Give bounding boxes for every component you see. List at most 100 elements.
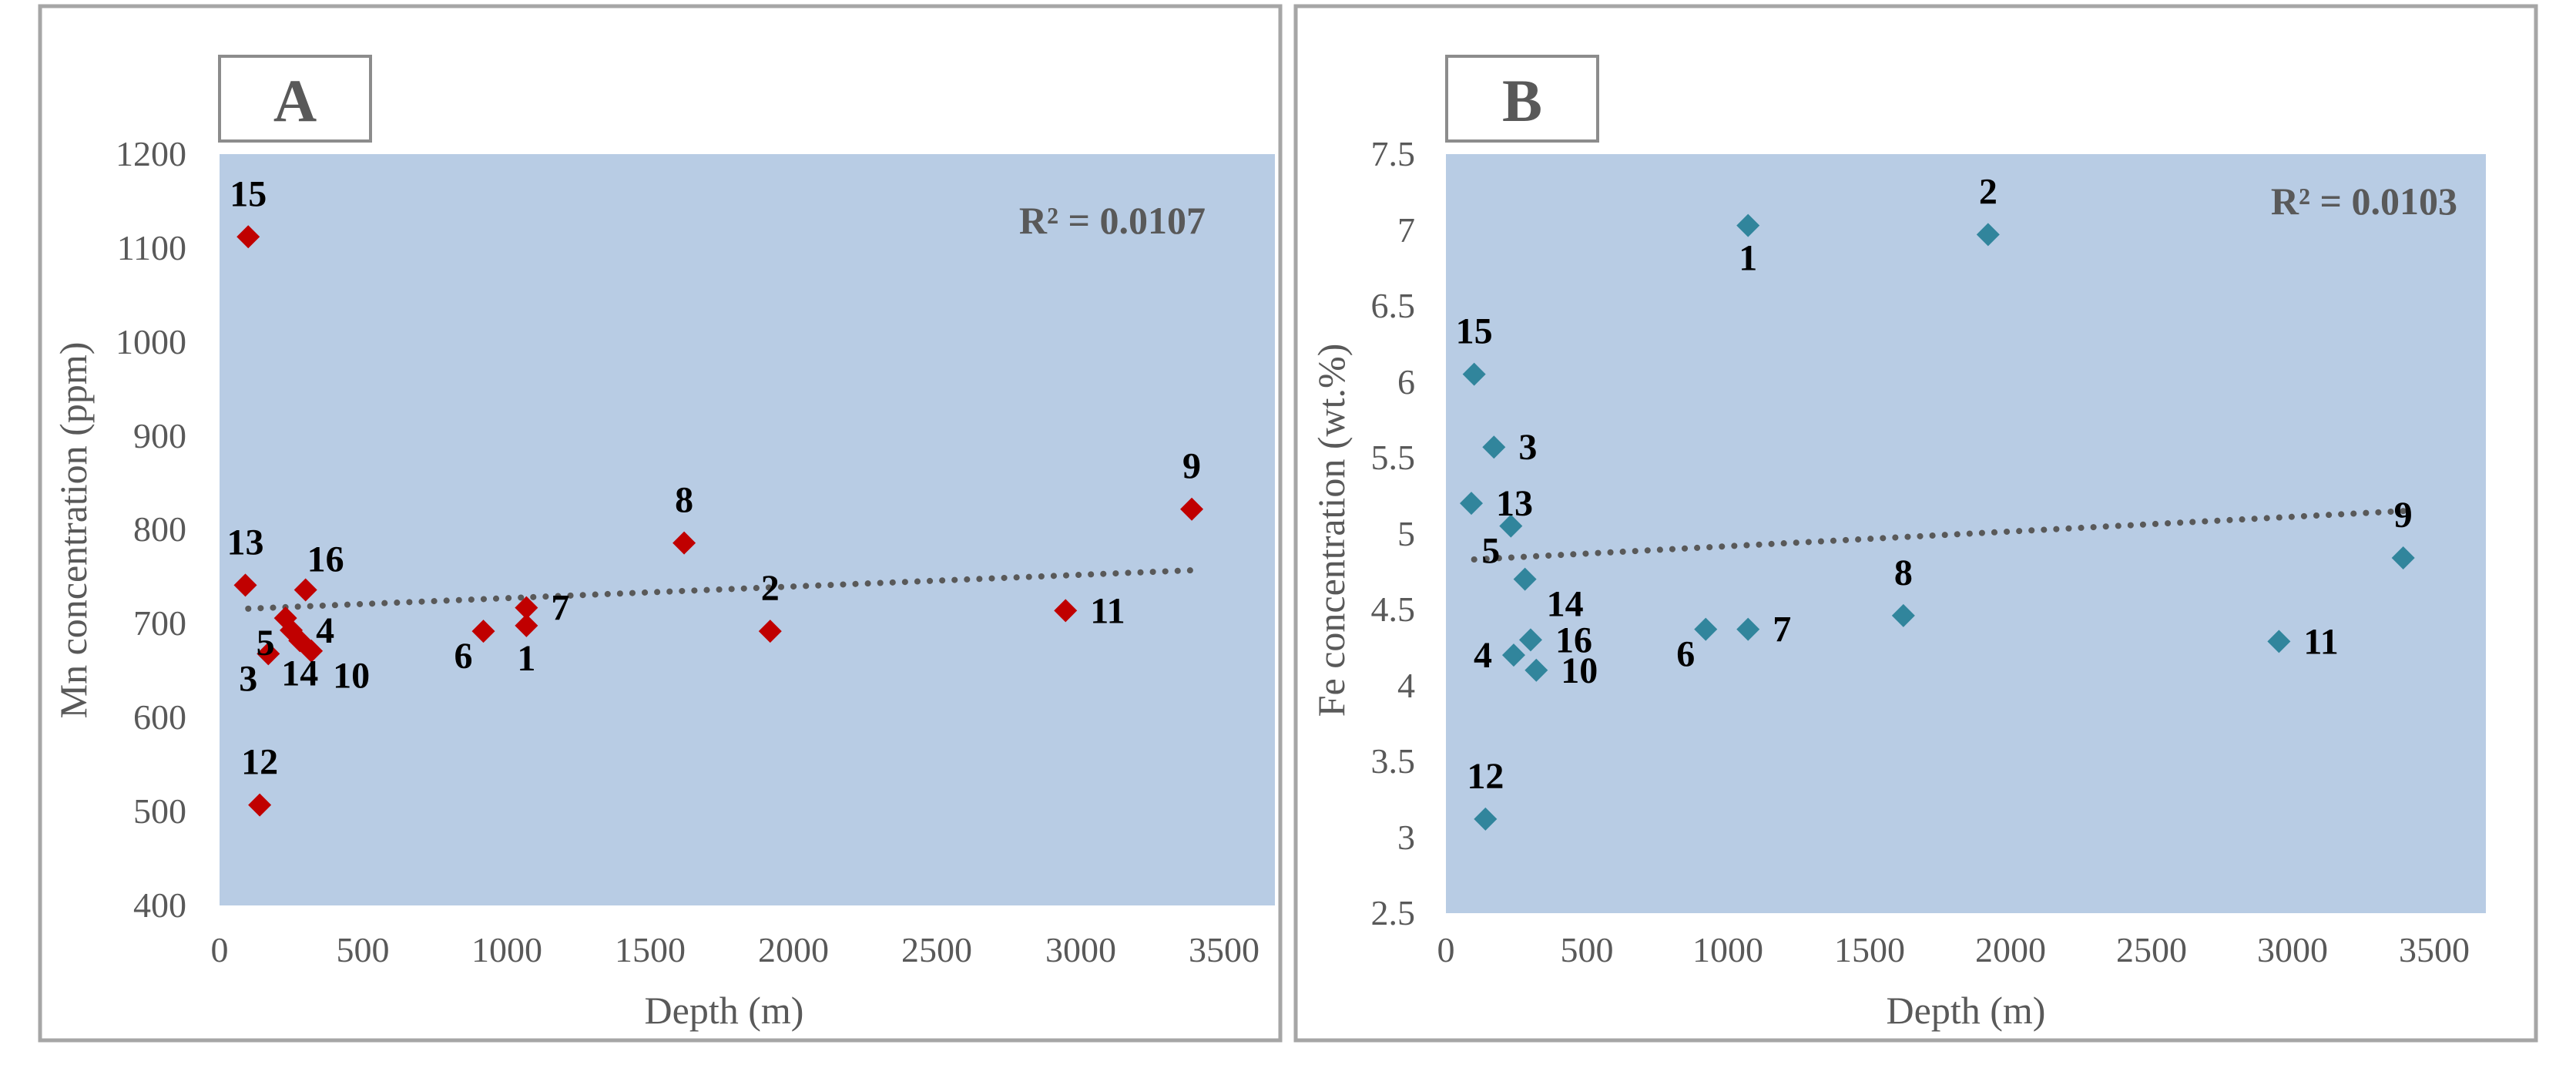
y-tick-label: 500: [133, 791, 186, 831]
y-tick-label: 400: [133, 885, 186, 925]
data-point-label: 2: [761, 568, 780, 609]
data-point-8: [673, 531, 696, 555]
x-tick-label: 3000: [1045, 930, 1116, 969]
data-point-label: 9: [2394, 495, 2413, 536]
y-tick-label: 2.5: [1371, 893, 1416, 932]
x-tick-label: 3500: [2399, 930, 2470, 969]
y-tick-label: 1100: [117, 228, 186, 267]
y-tick-label: 6.5: [1371, 286, 1416, 325]
data-point-14: [1513, 567, 1537, 591]
data-point-16: [1518, 628, 1542, 652]
x-tick-label: 0: [211, 930, 229, 969]
x-tick-label: 2500: [901, 930, 972, 969]
data-point-1: [515, 613, 538, 637]
data-point-label: 8: [1894, 553, 1913, 593]
data-point-12: [248, 793, 272, 817]
x-tick-label: 2000: [758, 930, 829, 969]
data-point-label: 14: [281, 653, 318, 694]
data-point-label: 7: [551, 588, 569, 629]
panel-b: B R² = 0.0103 Depth (m) Fe concentration…: [1293, 4, 2538, 1043]
x-tick-label: 1000: [471, 930, 542, 969]
y-tick-label: 5.5: [1371, 438, 1416, 477]
y-tick-label: 4.5: [1371, 590, 1416, 629]
data-point-2: [758, 620, 782, 643]
data-point-label: 1: [1739, 238, 1757, 279]
x-tick-label: 2000: [1975, 930, 2046, 969]
data-point-label: 3: [1518, 427, 1537, 468]
data-point-label: 16: [307, 539, 344, 580]
data-point-label: 11: [2303, 621, 2338, 662]
panel-a: A R² = 0.0107 Depth (m) Mn concentration…: [38, 4, 1283, 1043]
y-tick-label: 3.5: [1371, 741, 1416, 781]
data-point-label: 6: [1676, 634, 1695, 675]
panel-b-y-ticks: 2.5 3 3.5 4 4.5 5 5.5 6 6.5 7 7.5: [1371, 134, 1416, 932]
panel-a-y-ticks: 400 500 600 700 800 900 1000 1100 1200: [116, 134, 186, 925]
data-point-6: [1694, 617, 1718, 641]
data-point-label: 15: [230, 173, 267, 214]
data-point-4: [1501, 643, 1525, 667]
data-point-3: [257, 642, 280, 666]
y-tick-label: 1000: [116, 322, 186, 361]
panel-b-plot-area: [1446, 154, 2486, 913]
data-point-label: 7: [1773, 610, 1791, 650]
panel-a-letter: A: [273, 67, 317, 134]
data-point-label: 16: [1555, 620, 1592, 660]
x-tick-label: 0: [1437, 930, 1455, 969]
data-point-label: 4: [1474, 635, 1492, 676]
data-point-label: 10: [1561, 650, 1598, 691]
x-tick-label: 1500: [615, 930, 686, 969]
y-tick-label: 7.5: [1371, 134, 1416, 173]
panel-a-markers: [233, 225, 1204, 817]
y-tick-label: 7: [1397, 210, 1415, 250]
panel-a-point-labels: 15 13 16 5 4 3 14 10 12 6 71 8 2 11 9: [227, 173, 1202, 782]
data-point-11: [2267, 630, 2291, 653]
data-point-15: [236, 225, 260, 249]
data-point-label: 6: [454, 636, 473, 677]
data-point-label: 15: [1456, 311, 1493, 352]
data-point-label: 13: [227, 522, 264, 563]
data-point-5: [1499, 514, 1523, 538]
data-point-9: [1180, 497, 1204, 521]
panel-b-x-axis-title: Depth (m): [1887, 989, 2046, 1032]
y-tick-label: 800: [133, 509, 186, 549]
data-point-label: 12: [1467, 756, 1504, 797]
data-point-label: 5: [1481, 531, 1500, 572]
y-tick-label: 1200: [116, 134, 186, 173]
y-tick-label: 3: [1397, 818, 1415, 857]
x-tick-label: 3000: [2257, 930, 2328, 969]
data-point-2: [1976, 223, 2000, 247]
x-tick-label: 2500: [2116, 930, 2187, 969]
y-tick-label: 700: [133, 603, 186, 643]
y-tick-label: 900: [133, 416, 186, 455]
panel-a-r-squared: R² = 0.0107: [1019, 199, 1206, 242]
y-tick-label: 6: [1397, 362, 1415, 401]
panel-b-r-squared: R² = 0.0103: [2271, 180, 2457, 223]
data-point-label: 12: [241, 742, 278, 783]
data-point-7: [1736, 617, 1760, 641]
y-tick-label: 4: [1397, 666, 1415, 705]
x-tick-label: 3500: [1189, 930, 1259, 969]
x-tick-label: 1000: [1692, 930, 1763, 969]
y-tick-label: 600: [133, 697, 186, 737]
data-point-label: 13: [1496, 483, 1533, 524]
data-point-12: [1474, 807, 1498, 831]
data-point-1: [1736, 213, 1760, 237]
panel-a-letter-box: [218, 55, 372, 143]
data-point-11: [1054, 599, 1078, 623]
data-point-label: 4: [316, 610, 334, 651]
x-tick-label: 500: [337, 930, 390, 969]
data-point-3: [1482, 435, 1506, 459]
data-point-label: 9: [1182, 446, 1201, 487]
data-point-13: [233, 573, 257, 597]
y-tick-label: 5: [1397, 514, 1415, 553]
data-point-label: 14: [1547, 584, 1584, 625]
data-point-label: 10: [333, 656, 370, 697]
panel-b-letter-box: [1445, 55, 1599, 143]
panel-a-x-ticks: 0 500 1000 1500 2000 2500 3000 3500: [211, 930, 1260, 969]
x-tick-label: 500: [1561, 930, 1614, 969]
data-point-label: 3: [239, 658, 257, 699]
data-point-16: [293, 578, 317, 602]
x-tick-label: 1500: [1834, 930, 1905, 969]
